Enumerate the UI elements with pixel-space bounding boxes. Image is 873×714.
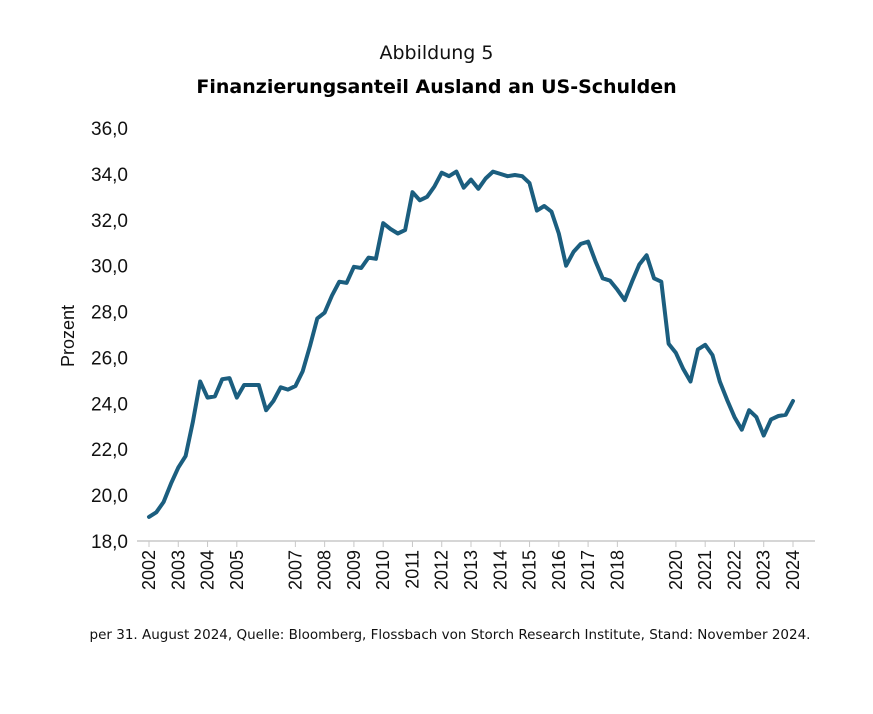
- y-tick-label: 24,0: [91, 394, 128, 415]
- x-tick-label: 2008: [315, 550, 335, 590]
- x-tick-label: 2020: [666, 550, 686, 590]
- y-tick-label: 22,0: [91, 440, 128, 461]
- y-tick-label: 26,0: [91, 348, 128, 369]
- x-tick-label: 2005: [227, 550, 247, 590]
- line-chart: 18,0 20,0 22,0 24,0 26,0 28,0 30,0 32,0 34,0 36,0…: [58, 119, 815, 590]
- x-tick-label: 2015: [520, 550, 540, 590]
- y-tick-label: 36,0: [91, 119, 128, 140]
- x-tick-label: 2004: [198, 550, 218, 590]
- x-axis: 2002 2003 2004 2005 2007 2008 2009 2010 2011 2012…: [137, 540, 815, 590]
- x-tick-label: 2009: [344, 550, 364, 590]
- figure-label: Abbildung 5: [379, 42, 494, 64]
- y-tick-label: 18,0: [91, 532, 128, 553]
- x-tick-label: 2023: [754, 550, 774, 590]
- series-line: [147, 169, 795, 519]
- y-tick-label: 32,0: [91, 211, 128, 232]
- x-tick-label: 2013: [461, 550, 481, 590]
- x-tick-label: 2012: [432, 550, 452, 590]
- y-axis: 18,0 20,0 22,0 24,0 26,0 28,0 30,0 32,0 34,0 36,0: [91, 119, 128, 553]
- y-tick-label: 20,0: [91, 486, 128, 507]
- x-tick-label: 2022: [724, 550, 744, 590]
- x-tick-label: 2003: [168, 550, 188, 590]
- x-tick-label: 2021: [695, 550, 715, 590]
- x-tick-label: 2018: [607, 550, 627, 590]
- x-tick-label: 2016: [549, 550, 569, 590]
- x-tick-label: 2024: [783, 550, 803, 590]
- x-tick-label: 2010: [373, 550, 393, 590]
- chart-title: Finanzierungsanteil Ausland an US-Schuld…: [196, 76, 677, 98]
- y-tick-label: 28,0: [91, 303, 128, 324]
- y-axis-label: Prozent: [58, 305, 78, 367]
- y-tick-label: 34,0: [91, 165, 128, 186]
- source-footnote: per 31. August 2024, Quelle: Bloomberg, …: [89, 627, 811, 643]
- x-tick-label: 2011: [402, 550, 422, 589]
- x-tick-label: 2007: [285, 550, 305, 590]
- y-tick-label: 30,0: [91, 257, 128, 278]
- x-tick-label: 2014: [490, 550, 510, 590]
- plot-area: [147, 169, 795, 519]
- x-tick-label: 2017: [578, 550, 598, 590]
- x-tick-label: 2002: [139, 550, 159, 590]
